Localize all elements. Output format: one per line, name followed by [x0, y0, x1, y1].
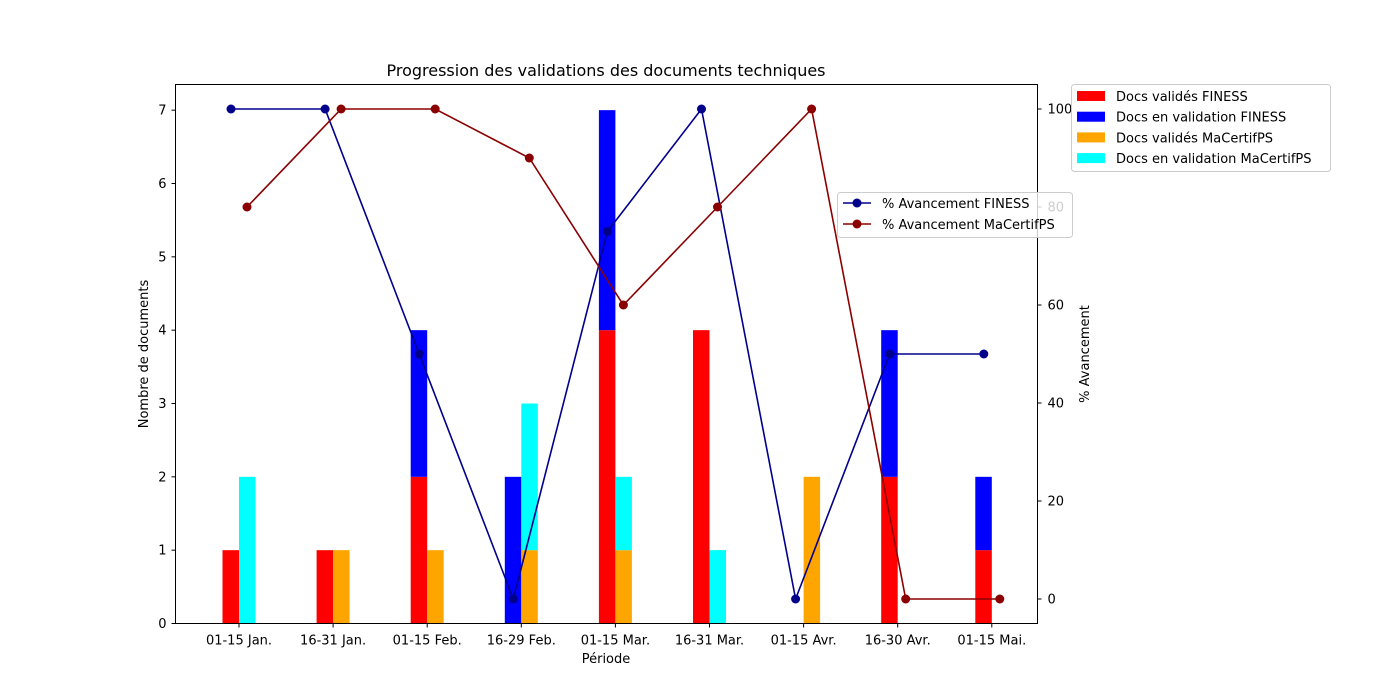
legend-bars: Docs validés FINESS Docs en validation FI… — [1071, 84, 1331, 172]
line-point-s1-6 — [807, 104, 817, 114]
y-tick-label: 5 — [158, 250, 166, 265]
x-tick-label: 01-15 Feb. — [393, 634, 462, 649]
line-point-s1-1 — [336, 104, 346, 114]
x-tick-label: 01-15 Mai. — [957, 634, 1026, 649]
lines-layer — [226, 104, 1005, 604]
y-axis-left: 0 1 2 3 4 5 6 7 — [158, 104, 176, 632]
x-axis-label: Période — [582, 652, 631, 667]
x-tick-label: 01-15 Mar. — [581, 634, 650, 649]
plot-frame — [175, 84, 1038, 624]
bar-finess-s0-8 — [975, 550, 992, 624]
bar-macertifps-s2-4 — [615, 550, 632, 624]
y-tick-label: 3 — [158, 397, 166, 412]
line-point-s1-4 — [618, 300, 628, 310]
y2-axis-label: % Avancement — [1078, 305, 1093, 403]
bar-finess-s0-1 — [316, 550, 334, 624]
x-tick-label: 16-31 Jan. — [300, 634, 366, 649]
y-tick-label: 1 — [158, 544, 166, 559]
legend-bar-label: Docs validés FINESS — [1116, 90, 1248, 105]
y2-tick-label: 60 — [1048, 299, 1065, 314]
y-tick-label: 4 — [158, 324, 166, 339]
legend-bar-label: Docs validés MaCertifPS — [1116, 131, 1273, 146]
legend-bar-label: Docs en validation FINESS — [1116, 111, 1286, 126]
line-point-s1-8 — [995, 594, 1005, 604]
y-tick-label: 6 — [158, 177, 166, 192]
legend-bar-swatch — [1077, 132, 1105, 143]
x-tick-label: 16-29 Feb. — [487, 634, 556, 649]
y2-tick-label: 100 — [1048, 103, 1073, 118]
bars-layer — [222, 110, 992, 624]
bar-finess-s1-8 — [975, 476, 992, 551]
y-tick-label: 0 — [158, 617, 166, 632]
line-point-s1-7 — [901, 594, 911, 604]
line-point-s0-1 — [320, 104, 330, 114]
line-point-s0-2 — [414, 349, 424, 359]
y2-tick-label: 0 — [1048, 593, 1056, 608]
line-point-s0-7 — [885, 349, 895, 359]
legend-line-marker — [852, 219, 862, 229]
x-axis: 01-15 Jan. 16-31 Jan. 01-15 Feb. 16-29 Feb.… — [206, 623, 1026, 649]
y2-tick-label: 40 — [1048, 397, 1065, 412]
bar-macertifps-s2-2 — [427, 550, 444, 624]
legend-lines: % Avancement FINESS % Avancement MaCertif… — [837, 192, 1073, 238]
bar-finess-s1-4 — [598, 110, 616, 331]
y-axis-label: Nombre de documents — [137, 280, 152, 429]
legend-line-marker — [852, 198, 862, 208]
bar-macertifps-s2-3 — [521, 550, 538, 624]
legend-bar-label: Docs en validation MaCertifPS — [1116, 152, 1312, 167]
bar-macertifps-s3-5 — [709, 550, 726, 624]
line-point-s0-4 — [602, 227, 612, 236]
bar-finess-s0-4 — [598, 330, 616, 624]
bar-macertifps-s3-4 — [615, 476, 632, 551]
line-point-s0-0 — [226, 104, 236, 114]
legend-lines-box — [837, 192, 1073, 238]
line-point-s0-5 — [697, 104, 706, 114]
bar-macertifps-s2-6 — [803, 476, 821, 624]
x-tick-label: 01-15 Avr. — [771, 634, 837, 649]
bar-macertifps-s2-1 — [333, 550, 350, 624]
legend-bar-swatch — [1077, 91, 1105, 101]
line-point-s1-5 — [713, 202, 722, 212]
y2-tick-label: 20 — [1048, 495, 1065, 510]
line-point-s1-3 — [524, 153, 534, 163]
legend-bar-swatch — [1077, 111, 1105, 122]
line-point-s1-2 — [430, 104, 440, 114]
bar-macertifps-s3-3 — [521, 403, 538, 551]
y-axis-right: 020406080100 — [1037, 103, 1073, 608]
legend-line-label: % Avancement FINESS — [882, 197, 1030, 212]
y-tick-label: 7 — [158, 104, 166, 119]
legend-line-label: % Avancement MaCertifPS — [882, 218, 1055, 233]
chart-title: Progression des validations des document… — [386, 61, 825, 80]
line-point-s1-0 — [242, 202, 252, 212]
bar-macertifps-s3-0 — [239, 476, 256, 624]
line-point-s0-6 — [791, 594, 801, 604]
legend-bar-swatch — [1077, 153, 1105, 164]
bar-finess-s0-7 — [881, 476, 898, 624]
bar-finess-s0-5 — [693, 330, 710, 624]
legend-bars-box — [1071, 84, 1331, 172]
line-point-s0-8 — [979, 349, 989, 359]
x-tick-label: 16-31 Mar. — [675, 634, 744, 649]
line-point-s0-3 — [508, 594, 518, 604]
x-tick-label: 01-15 Jan. — [206, 634, 272, 649]
bar-finess-s0-0 — [222, 550, 239, 624]
x-tick-label: 16-30 Avr. — [865, 634, 931, 649]
bar-finess-s0-2 — [410, 476, 428, 624]
bar-finess-s1-2 — [410, 330, 428, 477]
y-tick-label: 2 — [158, 470, 166, 485]
